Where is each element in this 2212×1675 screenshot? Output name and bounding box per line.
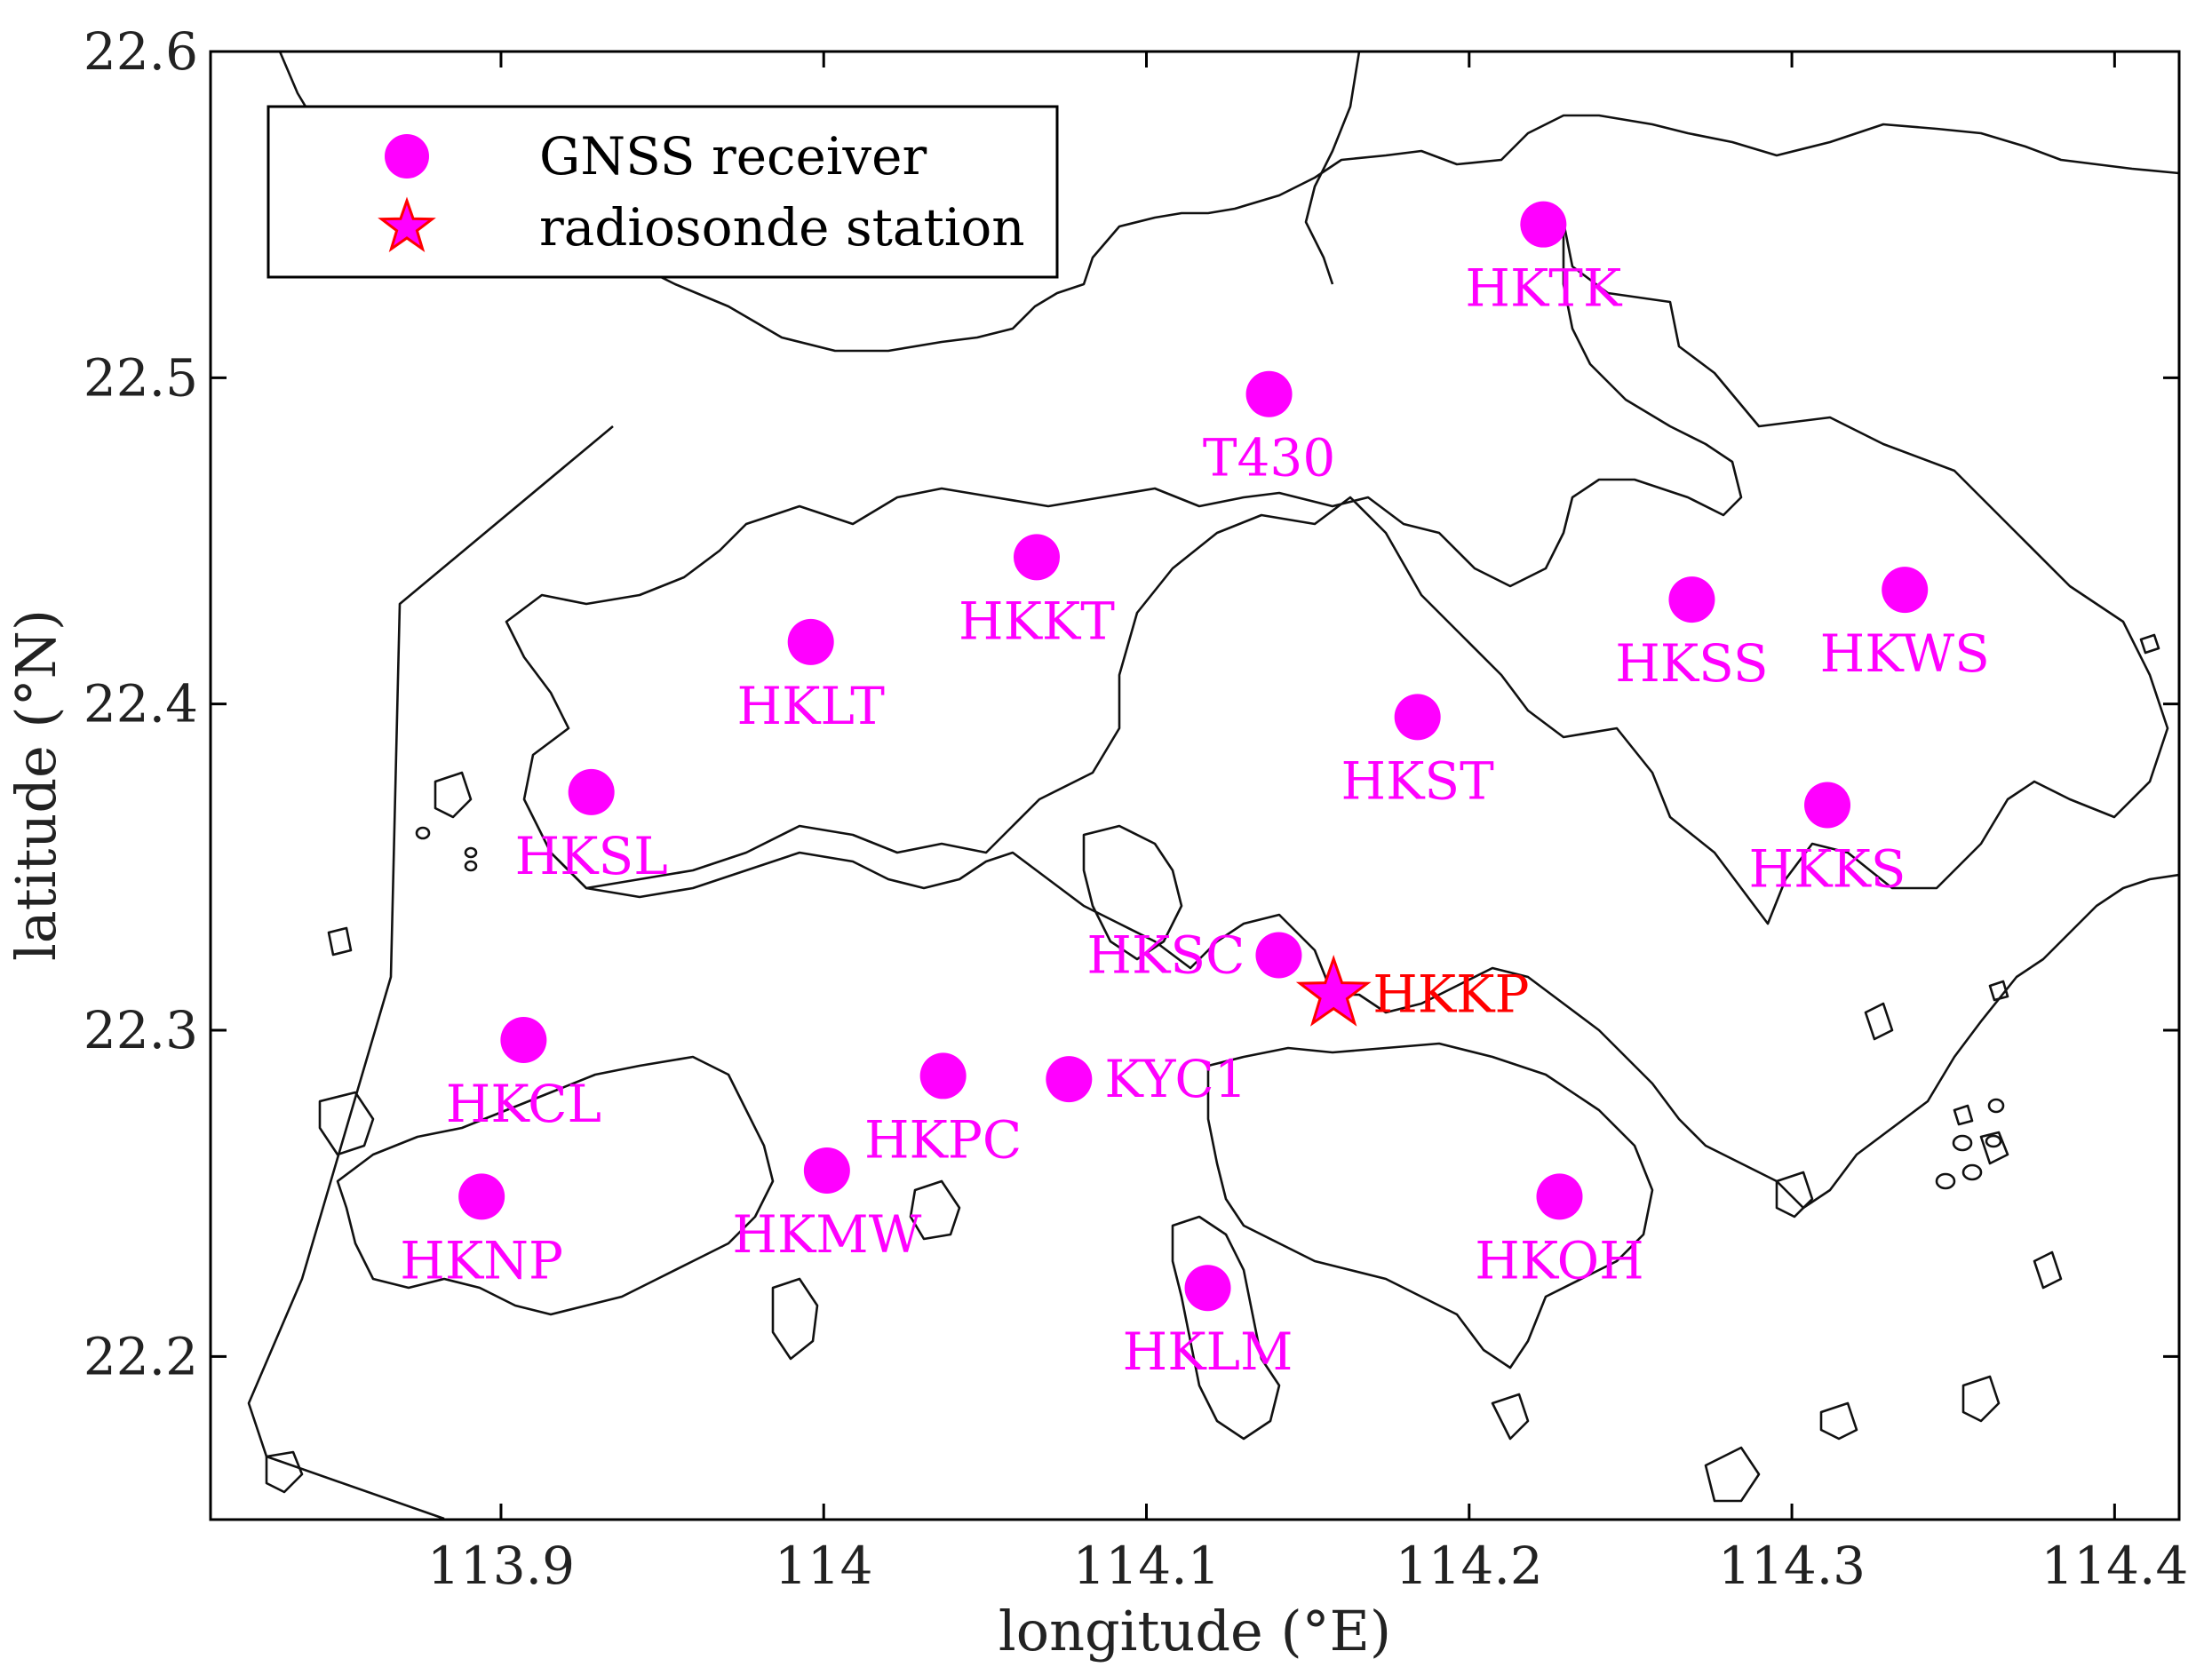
y-tick-label: 22.3 <box>84 1000 198 1060</box>
islet-7 <box>1979 1131 2009 1165</box>
islet-14 <box>434 771 473 819</box>
station-label: HKST <box>1341 750 1494 811</box>
islet-11 <box>1819 1401 1858 1441</box>
station-label: HKLM <box>1123 1322 1293 1382</box>
legend-circle-marker <box>385 134 429 179</box>
gnss-receiver-marker <box>458 1173 505 1220</box>
x-axis-title: longitude (°E) <box>999 1599 1391 1663</box>
islet-15 <box>2139 633 2160 655</box>
gnss-receiver-marker <box>1046 1056 1093 1103</box>
y-tick-label: 22.6 <box>84 21 198 82</box>
station-label: HKKP <box>1373 965 1529 1025</box>
gnss-receiver-marker <box>1394 694 1441 741</box>
gnss-receiver-marker <box>919 1052 967 1099</box>
station-label: HKSC <box>1086 925 1245 986</box>
islet-17 <box>1988 980 2009 1002</box>
gnss-receiver-marker <box>1536 1173 1583 1220</box>
islet-1 <box>318 1091 375 1156</box>
y-tick-label: 22.5 <box>84 347 198 408</box>
islet-20 <box>1935 1172 1956 1190</box>
boundary-line <box>247 425 614 1520</box>
islet-3 <box>909 1179 961 1241</box>
y-axis-title: latitude (°N) <box>4 609 68 961</box>
gnss-receiver-marker <box>500 1017 547 1064</box>
islet-25 <box>415 826 431 840</box>
islet-6 <box>2033 1250 2063 1290</box>
y-axis: 22.2 22.3 22.4 22.5 22.6 <box>84 21 2179 1386</box>
islet-10 <box>265 1450 304 1494</box>
station-label: HKKS <box>1749 839 1906 900</box>
gnss-receiver-marker <box>1882 567 1929 614</box>
tsing-yi-island-coast <box>1082 824 1183 961</box>
islet-18 <box>1952 1134 1973 1152</box>
kowloon-coast <box>550 851 2179 1210</box>
islet-21 <box>1987 1098 2005 1114</box>
mainland-border-line-2 <box>1304 52 1361 285</box>
islet-24 <box>464 860 478 872</box>
islet-8 <box>1864 1002 1894 1041</box>
station-label: KYC1 <box>1104 1049 1246 1109</box>
x-tick-label: 114.4 <box>2041 1536 2188 1596</box>
station-label: HKSS <box>1615 633 1768 694</box>
legend-label-gnss: GNSS receiver <box>539 126 927 187</box>
gnss-receiver-marker <box>787 618 834 665</box>
lamma-island-coast <box>1171 1215 1281 1441</box>
station-label: HKWS <box>1820 623 1990 684</box>
islet-22 <box>1985 1134 2002 1148</box>
station-layer: HKTK T430 HKKT HKLT HKSS HKWS HKST HKSL HKKS HKSC… <box>400 201 1990 1382</box>
x-tick-label: 114.2 <box>1396 1536 1543 1596</box>
islet-23 <box>464 846 478 859</box>
hong-kong-island-coast <box>1206 1042 1654 1369</box>
legend-star-marker <box>378 196 436 253</box>
legend-label-radiosonde: radiosonde station <box>539 197 1025 258</box>
x-tick-label: 113.9 <box>427 1536 575 1596</box>
islet-5 <box>1961 1375 2001 1423</box>
station-label: HKSL <box>515 826 668 886</box>
plot-frame <box>209 50 2181 1521</box>
station-label: HKNP <box>400 1230 563 1290</box>
islet-16 <box>1953 1104 1974 1126</box>
station-label: T430 <box>1203 428 1335 488</box>
station-label: HKTK <box>1465 258 1623 319</box>
islet-19 <box>1961 1163 1983 1181</box>
gnss-receiver-marker <box>1245 370 1293 417</box>
gnss-receiver-marker <box>1255 932 1302 979</box>
y-tick-label: 22.2 <box>84 1326 198 1386</box>
gnss-receiver-marker <box>1668 576 1715 623</box>
gnss-receiver-marker <box>1013 534 1060 581</box>
x-axis: 113.9 114 114.1 114.2 114.3 114.4 <box>427 52 2188 1596</box>
gnss-receiver-marker <box>803 1147 850 1194</box>
gnss-receiver-marker <box>1184 1265 1231 1312</box>
station-label: HKLT <box>737 676 886 736</box>
gnss-receiver-marker <box>1804 782 1851 829</box>
station-label: HKPC <box>864 1109 1022 1170</box>
station-label: HKKT <box>959 591 1115 651</box>
legend: GNSS receiver radiosonde station <box>267 105 1059 279</box>
lantau-island-coast <box>336 1055 775 1316</box>
islet-9 <box>327 926 353 957</box>
radiosonde-star-marker <box>1295 955 1372 1027</box>
y-tick-label: 22.4 <box>84 674 198 734</box>
station-label: HKOH <box>1475 1230 1643 1290</box>
station-label: HKCL <box>446 1074 601 1134</box>
islet-4 <box>1775 1171 1814 1219</box>
gnss-receiver-marker <box>568 768 615 815</box>
islet-2 <box>771 1277 819 1361</box>
new-territories-coast <box>505 220 2169 925</box>
gnss-receiver-marker <box>1520 201 1567 248</box>
coastline-layer <box>247 52 2179 1520</box>
x-tick-label: 114.1 <box>1072 1536 1220 1596</box>
x-tick-label: 114.3 <box>1718 1536 1866 1596</box>
legend-box <box>267 105 1059 279</box>
islet-13 <box>1491 1393 1530 1441</box>
islet-12 <box>1704 1446 1761 1503</box>
station-label: HKMW <box>732 1204 921 1265</box>
x-tick-label: 114 <box>775 1536 873 1596</box>
